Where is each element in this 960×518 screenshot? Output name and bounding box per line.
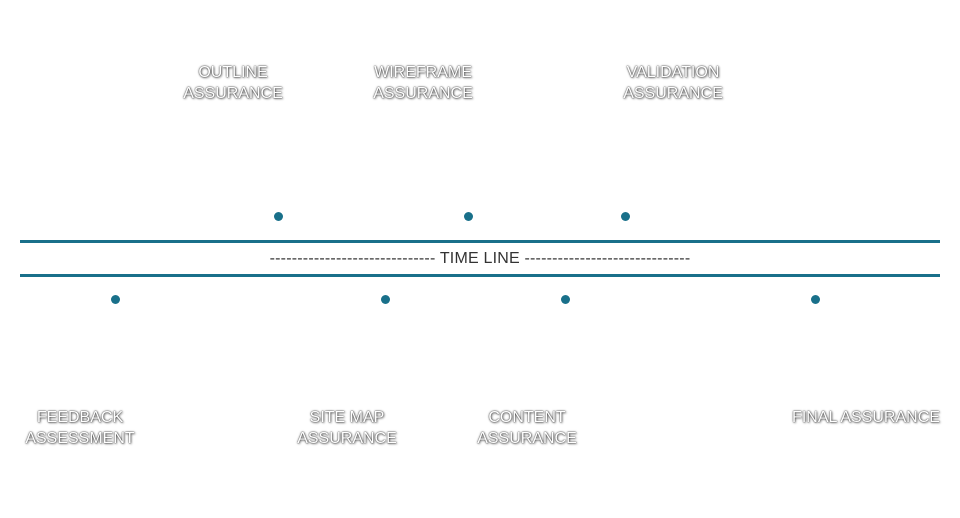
milestone-dot-site-map	[381, 295, 390, 304]
milestone-label-line: OUTLINE	[198, 64, 268, 81]
milestone-label-line: VALIDATION	[626, 64, 720, 81]
milestone-label-line: WIREFRAME	[374, 64, 472, 81]
milestone-label-final: FINAL ASSURANCE	[778, 407, 954, 428]
milestone-label-line: FINAL ASSURANCE	[792, 409, 940, 426]
milestone-label-line: ASSURANCE	[183, 85, 283, 102]
milestone-label-line: FEEDBACK	[36, 409, 124, 426]
milestone-label-validation: VALIDATION ASSURANCE	[613, 62, 733, 104]
milestone-dot-final	[811, 295, 820, 304]
timeline-top-line	[20, 240, 940, 243]
milestone-label-content: CONTENT ASSURANCE	[467, 407, 587, 449]
milestone-dot-content	[561, 295, 570, 304]
milestone-label-line: ASSESSMENT	[25, 430, 135, 447]
milestone-label-line: ASSURANCE	[477, 430, 577, 447]
milestone-label-wireframe: WIREFRAME ASSURANCE	[363, 62, 483, 104]
milestone-label-feedback: FEEDBACK ASSESSMENT	[15, 407, 145, 449]
milestone-dot-feedback	[111, 295, 120, 304]
milestone-label-line: ASSURANCE	[297, 430, 397, 447]
timeline-bottom-line	[20, 274, 940, 277]
milestone-label-line: ASSURANCE	[623, 85, 723, 102]
milestone-dot-validation	[621, 212, 630, 221]
milestone-dot-outline	[274, 212, 283, 221]
timeline-caption: ------------------------------ TIME LINE…	[269, 250, 691, 267]
milestone-label-outline: OUTLINE ASSURANCE	[173, 62, 293, 104]
milestone-label-line: CONTENT	[488, 409, 566, 426]
milestone-label-line: SITE MAP	[309, 409, 385, 426]
milestone-label-line: ASSURANCE	[373, 85, 473, 102]
milestone-dot-wireframe	[464, 212, 473, 221]
milestone-label-site-map: SITE MAP ASSURANCE	[287, 407, 407, 449]
